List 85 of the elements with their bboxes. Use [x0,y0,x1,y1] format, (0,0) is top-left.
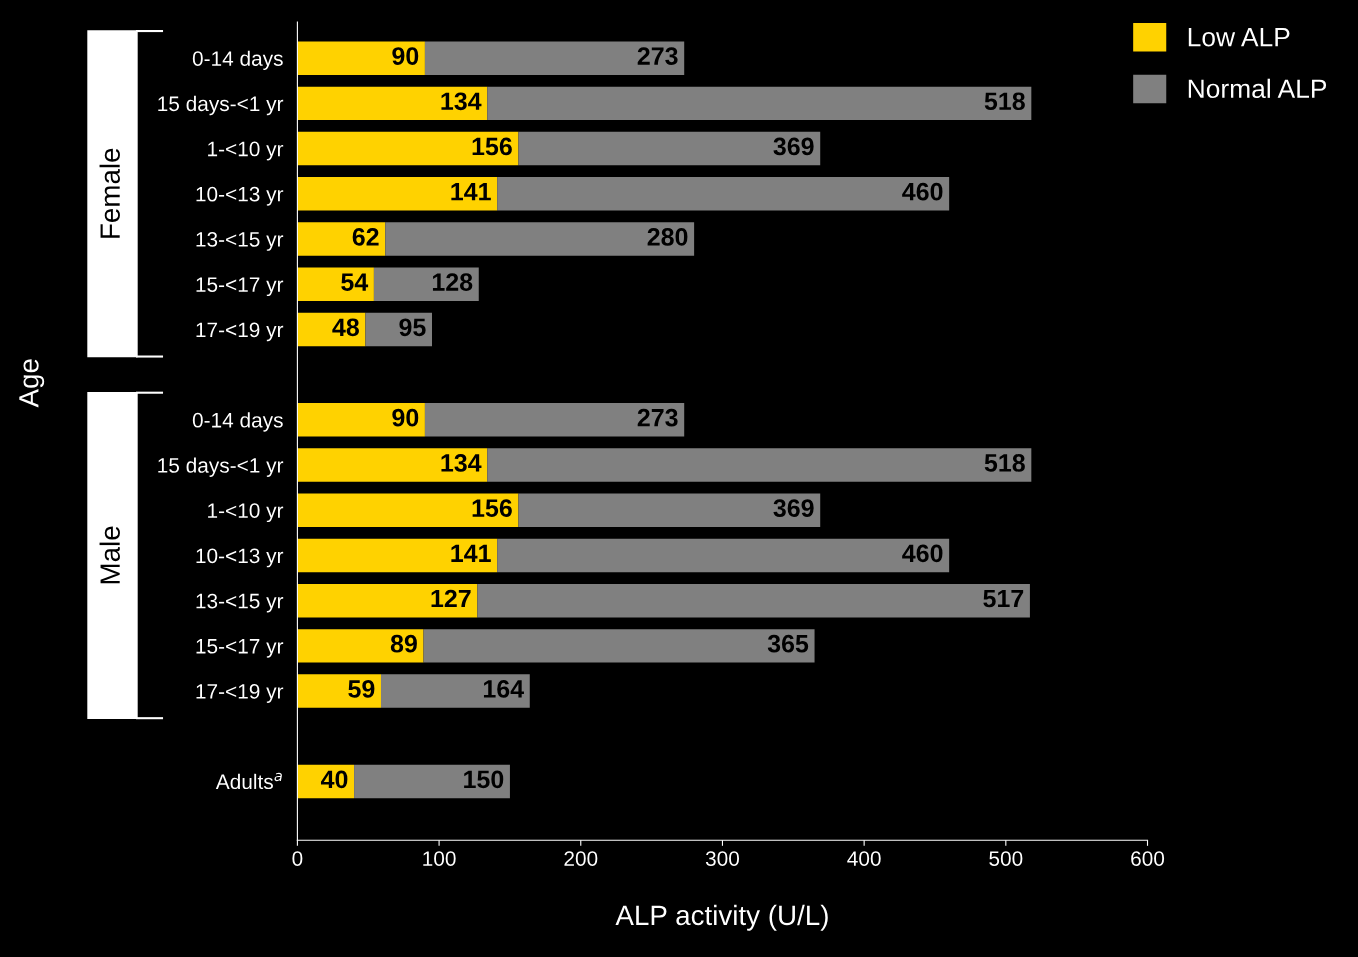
bar [424,41,685,75]
bar [297,448,488,482]
total-label: 518 [984,92,1025,111]
data-label: 40 [320,770,348,789]
total-label: 150 [464,770,504,789]
bar [297,493,519,527]
text: Male [99,526,120,584]
data-label: 134 [441,92,482,111]
y-tick-label: 13-<15 yr [196,232,284,251]
bar [424,403,685,437]
total-label: 365 [767,634,809,653]
y-tick-label: 1-<10 yr [208,503,284,523]
bar [497,538,950,573]
legend-label: Low ALP [1188,28,1290,47]
y-tick-label: 17-<19 yr [196,322,284,342]
x-tick-label: 100 [423,851,456,866]
bar [297,629,424,663]
bar [487,448,1032,482]
total-label: 460 [902,182,943,201]
total-label: 273 [637,408,678,427]
bar [297,538,498,573]
total-label: 369 [773,499,814,517]
bar [297,222,386,256]
total-label: 95 [399,318,426,337]
bar [297,131,519,166]
total-label: 460 [902,544,943,563]
bar [297,267,374,301]
y-tick-label: 0-14 days [192,412,283,432]
y-tick-label: 15 days-<1 yr [158,95,284,116]
y-axis-title: Age [19,359,45,408]
x-tick-label: 0 [292,851,303,866]
y-tick-label: 1-<10 yr [208,141,284,161]
total-label: 128 [432,273,473,291]
y-tick-label: 10-<13 yr [196,186,284,206]
y-tick-label: Adults$^{a}$ [215,772,282,790]
bar [297,41,425,75]
y-tick-label: 15-<17 yr [196,277,284,297]
data-label: 90 [392,47,419,65]
bar [518,493,821,527]
bar [487,86,1032,121]
legend-label: Normal ALP [1188,78,1327,99]
data-label: 127 [431,589,471,608]
total-label: 369 [773,137,814,156]
bar [477,583,1030,618]
data-label: 48 [332,318,359,337]
text: Female [99,148,120,238]
x-tick-label: 200 [564,851,598,866]
y-tick-label: 13-<15 yr [196,593,284,613]
data-label: 90 [392,408,419,427]
total-label: 517 [983,589,1024,608]
bar [381,674,530,708]
data-label: 89 [390,634,417,653]
total-label: 280 [647,228,688,246]
bar [297,674,381,708]
data-label: 141 [451,183,491,201]
bar [497,177,950,211]
data-label: 156 [472,137,512,156]
bar [297,403,425,437]
x-tick-label: 600 [1131,851,1165,866]
bar [297,177,498,211]
data-label: 62 [352,228,379,246]
bar [385,222,695,256]
y-tick-label: 17-<19 yr [196,684,284,703]
y-tick-label: 15-<17 yr [196,639,284,658]
y-tick-label: 0-14 days [192,50,283,71]
x-axis-title: ALP activity (U/L) [615,904,828,931]
bar [354,764,510,799]
data-label: 59 [348,680,375,698]
total-label: 273 [637,47,678,65]
data-label: 134 [441,454,482,472]
x-tick-label: 400 [847,851,881,866]
x-tick-label: 300 [705,851,740,866]
bar [297,86,488,121]
x-tick-label: 500 [989,851,1023,866]
data-label: 54 [341,273,369,291]
bar [423,629,815,663]
y-tick-label: 10-<13 yr [196,548,284,568]
total-label: 164 [483,680,524,698]
bar [297,583,478,618]
y-tick-label: 15 days-<1 yr [158,457,284,477]
total-label: 518 [984,454,1025,472]
bar [373,267,479,301]
data-label: 141 [451,544,491,562]
bar [518,131,821,166]
data-label: 156 [472,499,512,517]
